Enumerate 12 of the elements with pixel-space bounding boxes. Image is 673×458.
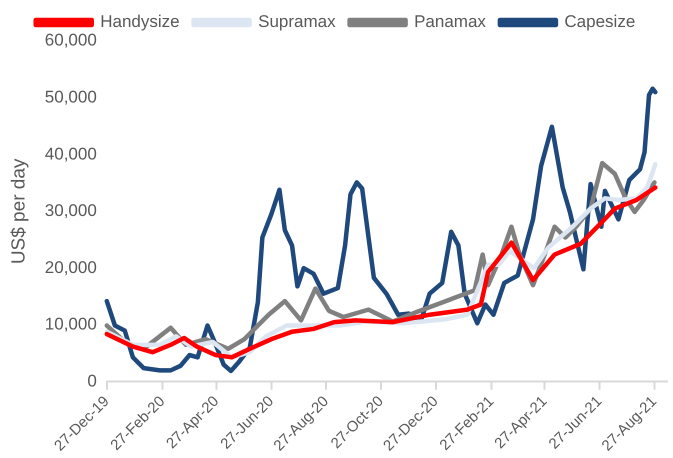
- y-tick-label: 10,000: [44, 314, 97, 334]
- y-tick-label: 30,000: [44, 201, 97, 220]
- legend-label: Supramax: [258, 12, 336, 32]
- legend-label: Panamax: [414, 12, 486, 32]
- y-tick-label: 50,000: [44, 87, 97, 106]
- y-axis-title: US$ per day: [8, 158, 30, 264]
- y-tick-label: 0: [87, 371, 97, 390]
- legend-label: Capesize: [564, 12, 636, 32]
- y-tick-label: 20,000: [44, 258, 97, 277]
- y-tick-label: 40,000: [44, 144, 97, 164]
- legend-label: Handysize: [100, 12, 180, 32]
- y-tick-label: 60,000: [44, 30, 97, 50]
